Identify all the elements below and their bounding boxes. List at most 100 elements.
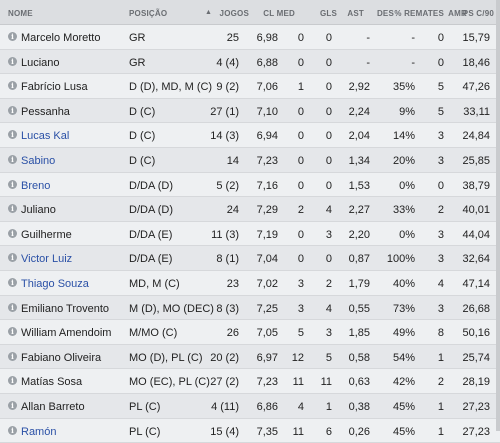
col-header-ps90[interactable]: PS C/90 [463,9,494,18]
stat-jogos: 27 (1) [210,106,239,118]
player-name[interactable]: Marcelo Moretto [21,32,100,44]
stat-ps90: 38,79 [462,180,490,192]
player-info-icon[interactable]: i [8,327,17,336]
stat-ps90: 47,14 [462,278,490,290]
player-info-icon[interactable]: i [8,278,17,287]
player-name[interactable]: Sabino [21,155,55,167]
col-header-ast[interactable]: AST [347,9,364,18]
stat-ast: 4 [326,204,332,216]
col-header-remates[interactable]: % REMATES [394,9,444,18]
player-info-icon[interactable]: i [8,204,17,213]
player-position: D/DA (E) [129,229,172,241]
player-position: PL (C) [129,426,160,438]
player-info-icon[interactable]: i [8,130,17,139]
player-info-icon[interactable]: i [8,81,17,90]
player-info-icon[interactable]: i [8,155,17,164]
player-info-icon[interactable]: i [8,352,17,361]
player-info-icon[interactable]: i [8,401,17,410]
scrollbar[interactable] [496,0,500,431]
stat-ast: 3 [326,229,332,241]
stat-amr: 0 [438,180,444,192]
player-info-icon[interactable]: i [8,426,17,435]
stat-remates: 40% [393,278,415,290]
col-header-des[interactable]: DES [377,9,394,18]
player-info-icon[interactable]: i [8,57,17,66]
stat-gls: 3 [298,303,304,315]
player-info-icon[interactable]: i [8,229,17,238]
player-position: D (C) [129,130,155,142]
stat-jogos: 5 (2) [216,180,239,192]
player-name[interactable]: Thiago Souza [21,278,89,290]
player-name[interactable]: Pessanha [21,106,70,118]
stat-jogos: 14 (3) [210,130,239,142]
col-header-cl-med[interactable]: CL MED [263,9,295,18]
player-name[interactable]: Juliano [21,204,56,216]
player-name[interactable]: Fabiano Oliveira [21,352,101,364]
stat-ps90: 50,16 [462,327,490,339]
player-name[interactable]: Ramón [21,426,56,438]
player-name[interactable]: Matías Sosa [21,376,82,388]
col-header-gls[interactable]: GLS [320,9,337,18]
stat-remates: 49% [393,327,415,339]
stat-des: 1,85 [349,327,370,339]
sort-ascending-icon[interactable]: ▲ [205,9,212,16]
player-name[interactable]: Breno [21,180,50,192]
stat-gls: 5 [298,327,304,339]
player-info-icon[interactable]: i [8,180,17,189]
player-name[interactable]: Victor Luiz [21,253,72,265]
player-info-icon[interactable]: i [8,303,17,312]
stat-remates: 45% [393,426,415,438]
player-name[interactable]: Luciano [21,57,60,69]
stat-remates: 33% [393,204,415,216]
player-name[interactable]: Fabrício Lusa [21,81,88,93]
player-name[interactable]: Lucas Kal [21,130,69,142]
stat-cl-med: 7,02 [257,278,278,290]
stat-des: 2,04 [349,130,370,142]
col-header-nome[interactable]: NOME [8,9,33,18]
stat-jogos: 14 [227,155,239,167]
stat-cl-med: 7,16 [257,180,278,192]
player-info-icon[interactable]: i [8,106,17,115]
stat-amr: 1 [438,352,444,364]
stat-amr: 3 [438,130,444,142]
player-name[interactable]: William Amendoim [21,327,111,339]
stat-gls: 3 [298,278,304,290]
stat-amr: 2 [438,204,444,216]
player-name[interactable]: Allan Barreto [21,401,85,413]
stat-ast: 11 [321,376,332,388]
player-info-icon[interactable]: i [8,376,17,385]
stat-gls: 0 [298,253,304,265]
player-position: MO (EC), PL (C) [129,376,210,388]
stat-des: 1,79 [349,278,370,290]
stat-ps90: 25,85 [462,155,490,167]
player-name[interactable]: Guilherme [21,229,72,241]
col-header-jogos[interactable]: JOGOS [220,9,249,18]
stat-jogos: 9 (2) [216,81,239,93]
stat-remates: 20% [393,155,415,167]
stat-des: - [366,57,370,69]
player-info-icon[interactable]: i [8,253,17,262]
player-position: D/DA (E) [129,253,172,265]
stat-gls: 2 [298,204,304,216]
stat-amr: 0 [438,32,444,44]
player-name[interactable]: Emiliano Trovento [21,303,109,315]
col-header-posicao[interactable]: POSIÇÃO [129,9,167,18]
player-info-icon[interactable]: i [8,32,17,41]
